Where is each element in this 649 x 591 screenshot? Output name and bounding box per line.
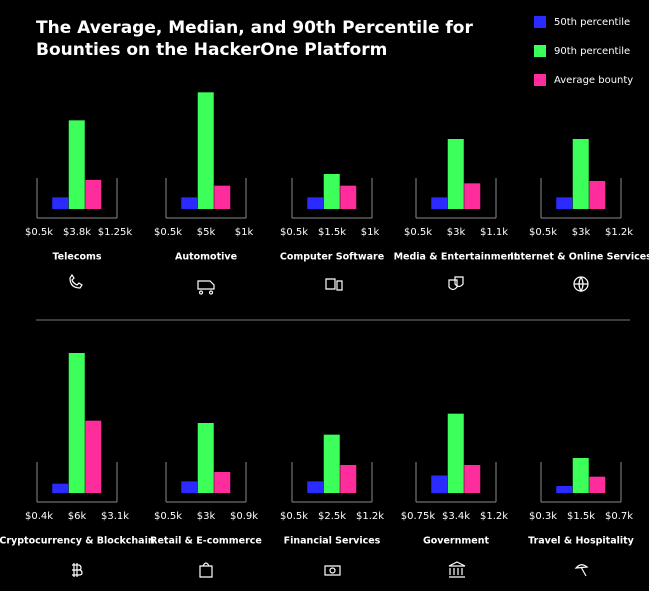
category-label: Computer Software xyxy=(280,252,384,263)
value-label: $5k xyxy=(197,227,216,238)
category-label: Internet & Online Services xyxy=(510,252,649,263)
category-label: Government xyxy=(423,536,490,547)
value-label: $3.4k xyxy=(442,511,470,522)
bar xyxy=(431,475,448,493)
bar xyxy=(52,483,69,493)
legend-swatch xyxy=(534,16,546,28)
bar xyxy=(556,197,573,209)
value-label: $0.5k xyxy=(280,227,308,238)
bar xyxy=(572,458,589,493)
bar xyxy=(85,420,102,493)
bar xyxy=(431,197,448,209)
value-label: $1.2k xyxy=(356,511,384,522)
bar xyxy=(340,185,357,209)
legend-label: 50th percentile xyxy=(554,17,630,28)
bar xyxy=(464,183,481,209)
value-label: $0.5k xyxy=(154,227,182,238)
value-label: $1.25k xyxy=(98,227,133,238)
bar xyxy=(323,174,340,209)
bar xyxy=(68,120,85,209)
bar xyxy=(464,465,481,493)
value-label: $0.5k xyxy=(154,511,182,522)
value-label: $0.75k xyxy=(401,511,436,522)
bar xyxy=(307,481,324,493)
legend-label: Average bounty xyxy=(554,75,633,86)
bar xyxy=(214,472,231,493)
bar xyxy=(197,92,214,209)
bar xyxy=(589,476,606,493)
value-label: $1k xyxy=(361,227,380,238)
legend-swatch xyxy=(534,74,546,86)
value-label: $3.1k xyxy=(101,511,129,522)
category-label: Cryptocurrency & Blockchain xyxy=(0,536,155,547)
value-label: $0.7k xyxy=(605,511,633,522)
value-label: $0.5k xyxy=(280,511,308,522)
value-label: $0.9k xyxy=(230,511,258,522)
value-label: $0.5k xyxy=(404,227,432,238)
chart-title: Bounties on the HackerOne Platform xyxy=(36,40,387,60)
legend-swatch xyxy=(534,45,546,57)
bar xyxy=(85,179,102,209)
chart-title: The Average, Median, and 90th Percentile… xyxy=(36,18,473,38)
bar xyxy=(197,423,214,493)
bar xyxy=(52,197,69,209)
bar xyxy=(340,465,357,493)
value-label: $1.5k xyxy=(318,227,346,238)
category-label: Financial Services xyxy=(284,536,381,547)
value-label: $0.4k xyxy=(25,511,53,522)
bar xyxy=(447,139,464,209)
value-label: $1.5k xyxy=(567,511,595,522)
value-label: $3k xyxy=(197,511,216,522)
bar xyxy=(214,185,231,209)
value-label: $1.2k xyxy=(605,227,633,238)
bar xyxy=(323,434,340,493)
bar xyxy=(447,413,464,493)
legend-label: 90th percentile xyxy=(554,46,630,57)
value-label: $1.1k xyxy=(480,227,508,238)
bar xyxy=(68,353,85,493)
value-label: $3k xyxy=(447,227,466,238)
value-label: $3k xyxy=(572,227,591,238)
bar xyxy=(572,139,589,209)
value-label: $2.5k xyxy=(318,511,346,522)
bar xyxy=(307,197,324,209)
value-label: $0.5k xyxy=(25,227,53,238)
bar xyxy=(556,486,573,493)
bar xyxy=(181,481,198,493)
icons xyxy=(69,273,589,578)
category-label: Automotive xyxy=(175,252,237,263)
category-label: Retail & E-commerce xyxy=(150,536,262,547)
bar xyxy=(181,197,198,209)
category-label: Telecoms xyxy=(52,252,101,263)
value-label: $0.3k xyxy=(529,511,557,522)
category-label: Travel & Hospitality xyxy=(528,536,635,547)
value-label: $1.2k xyxy=(480,511,508,522)
value-label: $6k xyxy=(68,511,87,522)
category-label: Media & Entertainment xyxy=(394,252,519,263)
value-label: $3.8k xyxy=(63,227,91,238)
value-label: $0.5k xyxy=(529,227,557,238)
value-label: $1k xyxy=(235,227,254,238)
bar xyxy=(589,181,606,209)
